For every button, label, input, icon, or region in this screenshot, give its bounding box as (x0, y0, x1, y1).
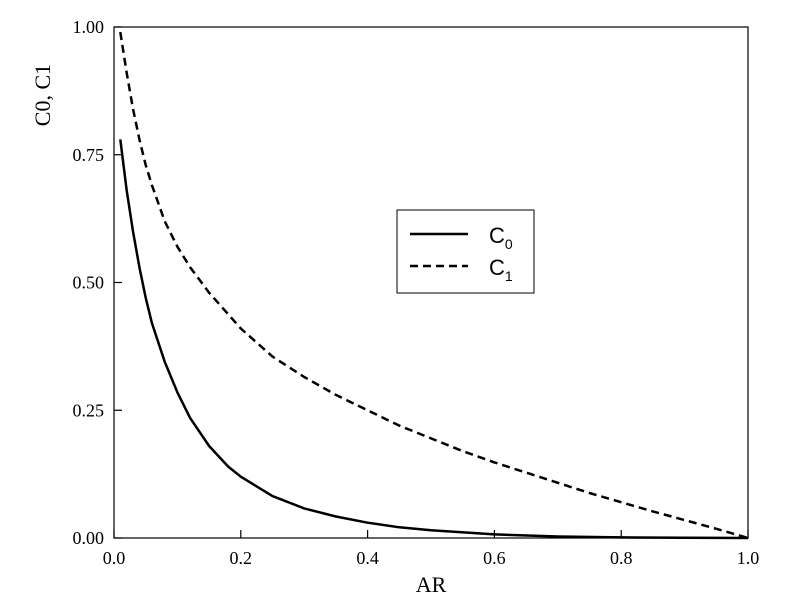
x-tick-label-3: 0.6 (483, 548, 506, 568)
y-tick-label-3: 0.75 (73, 145, 105, 165)
ticks-layer: 0.0 0.2 0.4 0.6 0.8 1.0 0.00 0.25 0.50 0.75 1.00 (73, 17, 760, 568)
series-line-c0 (119, 139, 749, 540)
y-axis-label: C0, C1 (30, 64, 55, 126)
x-tick-label-1: 0.2 (230, 548, 253, 568)
x-tick-label-4: 0.8 (610, 548, 633, 568)
legend: C0 C1 (396, 209, 535, 294)
x-tick-label-5: 1.0 (737, 548, 760, 568)
series-layer (119, 31, 749, 540)
x-axis-label: AR (416, 572, 447, 597)
y-tick-label-1: 0.25 (73, 400, 105, 420)
y-tick-label-4: 1.00 (73, 17, 105, 37)
series-line-c1 (119, 31, 749, 540)
x-tick-label-2: 0.4 (356, 548, 379, 568)
y-tick-label-0: 0.00 (73, 528, 105, 548)
y-tick-label-2: 0.50 (73, 273, 105, 293)
x-tick-label-0: 0.0 (103, 548, 126, 568)
legend-label-c0: C0 (489, 223, 513, 252)
legend-label-c1: C1 (489, 255, 513, 284)
legend-box (396, 209, 535, 294)
